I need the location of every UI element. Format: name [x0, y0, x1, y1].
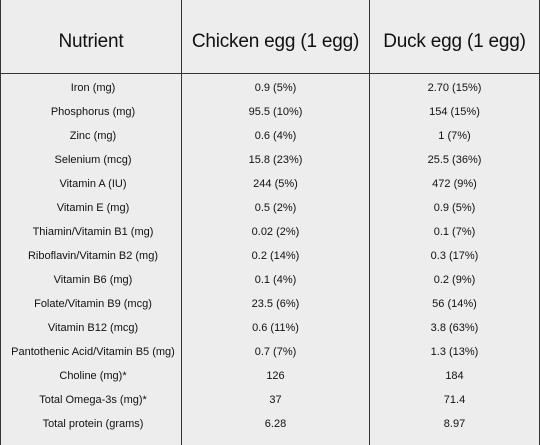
duck-egg-value-cell: 1.3 (13%) — [369, 346, 539, 358]
chicken-egg-value-cell: 0.5 (2%) — [181, 202, 369, 214]
nutrient-cell: Phosphorus (mg) — [50, 106, 136, 118]
duck-egg-value-cell: 71.4 — [369, 394, 539, 406]
chicken-egg-value-cell: 15.8 (23%) — [181, 154, 369, 166]
nutrient-cell: Total Omega-3s (mg)* — [39, 394, 147, 406]
chicken-egg-value-cell: 0.1 (4%) — [181, 274, 369, 286]
duck-egg-value-cell: 3.8 (63%) — [369, 322, 539, 334]
duck-egg-value-cell: 2.70 (15%) — [369, 82, 539, 94]
duck-egg-value-cell: 0.9 (5%) — [369, 202, 539, 214]
chicken-egg-value-cell: 126 — [181, 370, 369, 382]
duck-egg-value-cell: 56 (14%) — [369, 298, 539, 310]
nutrient-cell: Zinc (mg) — [69, 130, 117, 142]
duck-egg-value-cell: 0.3 (17%) — [369, 250, 539, 262]
table-row: Folate/Vitamin B9 (mcg) 23.5 (6%) 56 (14%) — [1, 292, 539, 316]
table-row: Vitamin A (IU) 244 (5%) 472 (9%) — [1, 172, 539, 196]
nutrient-cell: Folate/Vitamin B9 (mcg) — [34, 298, 152, 310]
nutrient-cell: Vitamin E (mg) — [56, 202, 130, 214]
chicken-egg-value-cell: 6.28 — [181, 418, 369, 430]
table-rows: Iron (mg) 0.9 (5%) 2.70 (15%) Phosphorus (m… — [1, 76, 539, 436]
chicken-egg-value-cell: 37 — [181, 394, 369, 406]
duck-egg-value-cell: 1 (7%) — [369, 130, 539, 142]
nutrient-cell: Iron (mg) — [70, 82, 116, 94]
chicken-egg-value-cell: 244 (5%) — [181, 178, 369, 190]
nutrient-cell: Total protein (grams) — [42, 418, 144, 430]
header-nutrient: Nutrient — [58, 30, 124, 52]
table-row: Total Omega-3s (mg)* 37 71.4 — [1, 388, 539, 412]
nutrient-cell: Vitamin B6 (mg) — [53, 274, 133, 286]
duck-egg-value-cell: 472 (9%) — [369, 178, 539, 190]
table-row: Total protein (grams) 6.28 8.97 — [1, 412, 539, 436]
table-row: Pantothenic Acid/Vitamin B5 (mg) 0.7 (7%)… — [1, 340, 539, 364]
table-row: Thiamin/Vitamin B1 (mg) 0.02 (2%) 0.1 (7%) — [1, 220, 539, 244]
chicken-egg-value-cell: 95.5 (10%) — [181, 106, 369, 118]
table-row: Choline (mg)* 126 184 — [1, 364, 539, 388]
chicken-egg-value-cell: 0.6 (11%) — [181, 322, 369, 334]
table-row: Riboflavin/Vitamin B2 (mg) 0.2 (14%) 0.3 (… — [1, 244, 539, 268]
table-row: Zinc (mg) 0.6 (4%) 1 (7%) — [1, 124, 539, 148]
chicken-egg-value-cell: 0.6 (4%) — [181, 130, 369, 142]
duck-egg-value-cell: 25.5 (36%) — [369, 154, 539, 166]
table-header-row: Nutrient Chicken egg (1 egg) Duck egg (1… — [1, 0, 539, 74]
duck-egg-value-cell: 8.97 — [369, 418, 539, 430]
table-body: Iron (mg) 0.9 (5%) 2.70 (15%) Phosphorus (m… — [1, 74, 539, 445]
table-row: Vitamin E (mg) 0.5 (2%) 0.9 (5%) — [1, 196, 539, 220]
table-row: Selenium (mcg) 15.8 (23%) 25.5 (36%) — [1, 148, 539, 172]
nutrient-cell: Vitamin A (IU) — [59, 178, 127, 190]
header-chicken-egg: Chicken egg (1 egg) — [181, 0, 369, 73]
nutrient-cell: Riboflavin/Vitamin B2 (mg) — [27, 250, 158, 262]
nutrient-cell: Selenium (mcg) — [54, 154, 132, 166]
table-row: Vitamin B12 (mcg) 0.6 (11%) 3.8 (63%) — [1, 316, 539, 340]
duck-egg-value-cell: 154 (15%) — [369, 106, 539, 118]
nutrient-cell: Choline (mg)* — [59, 370, 127, 382]
chicken-egg-value-cell: 0.9 (5%) — [181, 82, 369, 94]
duck-egg-value-cell: 184 — [369, 370, 539, 382]
header-duck-egg: Duck egg (1 egg) — [369, 0, 539, 73]
table-row: Vitamin B6 (mg) 0.1 (4%) 0.2 (9%) — [1, 268, 539, 292]
duck-egg-value-cell: 0.2 (9%) — [369, 274, 539, 286]
duck-egg-value-cell: 0.1 (7%) — [369, 226, 539, 238]
chicken-egg-value-cell: 0.2 (14%) — [181, 250, 369, 262]
table-row: Iron (mg) 0.9 (5%) 2.70 (15%) — [1, 76, 539, 100]
nutrient-cell: Pantothenic Acid/Vitamin B5 (mg) — [11, 346, 175, 358]
chicken-egg-value-cell: 0.7 (7%) — [181, 346, 369, 358]
chicken-egg-value-cell: 23.5 (6%) — [181, 298, 369, 310]
chicken-egg-value-cell: 0.02 (2%) — [181, 226, 369, 238]
nutrient-cell: Vitamin B12 (mcg) — [47, 322, 139, 334]
table-row: Phosphorus (mg) 95.5 (10%) 154 (15%) — [1, 100, 539, 124]
nutrient-cell: Thiamin/Vitamin B1 (mg) — [32, 226, 154, 238]
